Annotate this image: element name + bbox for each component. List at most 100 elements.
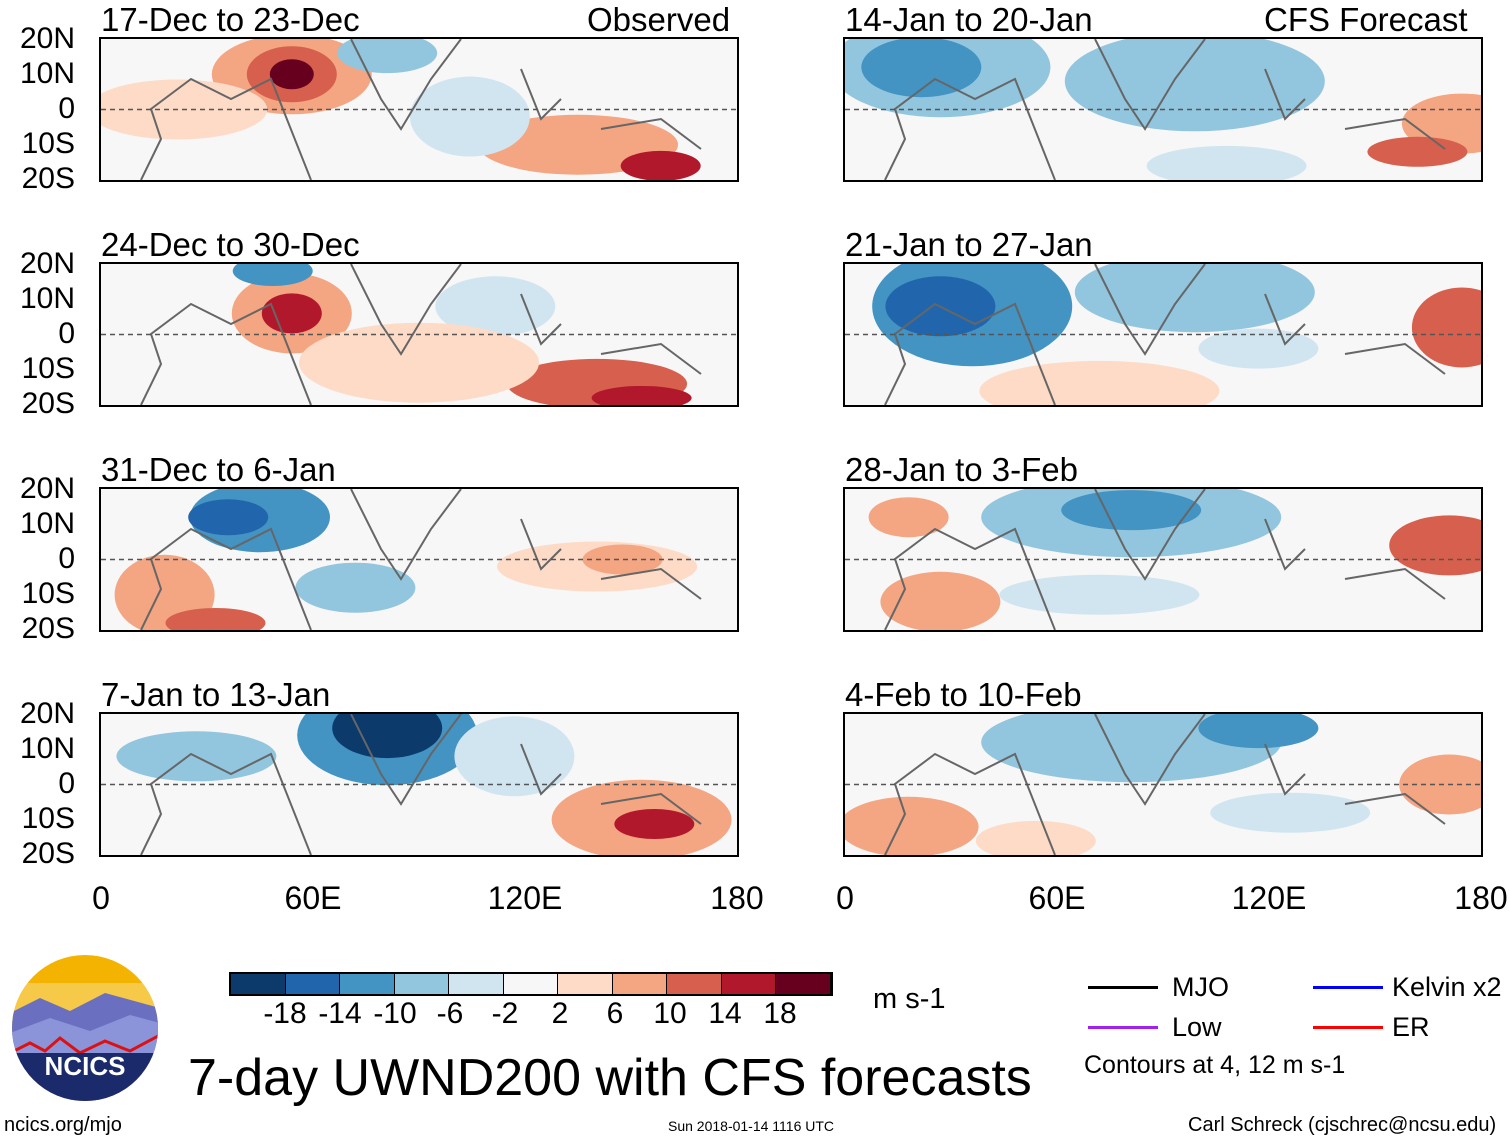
wind-anomaly-region [979, 360, 1220, 405]
latitude-label: 10N [19, 507, 75, 540]
longitude-label: 0 [92, 880, 110, 916]
latitude-label: 10S [21, 802, 75, 835]
wind-anomaly-region [261, 293, 322, 334]
panel-title: 24-Dec to 30-Dec [101, 226, 360, 263]
latitude-label: 20S [21, 837, 75, 870]
colorbar-swatch [776, 974, 831, 994]
forecast-label: CFS Forecast [1264, 1, 1468, 38]
wind-anomaly-region [999, 574, 1200, 615]
observed-map-panel [99, 487, 739, 632]
latitude-label: 10S [21, 127, 75, 160]
wind-anomaly-region [1064, 39, 1325, 132]
coastline [140, 752, 312, 855]
panel-title: 14-Jan to 20-Jan [845, 1, 1093, 38]
colorbar-units: m s-1 [873, 983, 946, 1015]
observed-label: Observed [587, 1, 731, 38]
colorbar-swatch [558, 974, 613, 994]
colorbar-label: 18 [763, 997, 797, 1030]
coastline [1094, 39, 1446, 150]
wind-anomaly-region [1198, 714, 1319, 749]
wind-anomaly-region [591, 385, 692, 405]
latitude-label: 20S [21, 387, 75, 420]
longitude-label: 60E [284, 880, 342, 916]
wind-anomaly-region [295, 562, 416, 613]
latitude-label: 20N [19, 247, 75, 280]
wind-anomaly-region [188, 499, 269, 536]
wind-anomaly-region [845, 796, 979, 855]
colorbar-label: 10 [653, 997, 687, 1030]
wind-anomaly-region [1074, 264, 1315, 333]
colorbar-swatch [612, 974, 667, 994]
wind-anomaly-region [435, 276, 556, 337]
wind-anomaly-region [620, 150, 701, 180]
coastline [1094, 489, 1446, 600]
coastline [884, 302, 1056, 405]
longitude-label: 60E [1028, 880, 1086, 916]
latitude-label: 20S [21, 612, 75, 645]
wind-anomaly-region [409, 76, 530, 157]
wind-anomaly-region [1367, 136, 1468, 167]
latitude-label: 20N [19, 697, 75, 730]
coastline [350, 39, 702, 150]
website: ncics.org/mjo [4, 1114, 122, 1136]
forecast-map-panel [843, 712, 1483, 857]
wind-anomaly-region [337, 39, 438, 74]
observed-map-panel [99, 262, 739, 407]
legend-mjo: MJO [1172, 972, 1229, 1002]
wind-anomaly-region [582, 544, 663, 575]
latitude-label: 10N [19, 57, 75, 90]
legend-kelvin-line [1313, 986, 1383, 989]
colorbar-swatch [721, 974, 776, 994]
figure-title: 7-day UWND200 with CFS forecasts [188, 1049, 1032, 1107]
wind-anomaly-region [454, 716, 575, 797]
forecast-map-panel [843, 487, 1483, 632]
longitude-label: 0 [836, 880, 854, 916]
coastline [884, 752, 1056, 855]
observed-map-panel [99, 37, 739, 182]
panel-title: 17-Dec to 23-Dec [101, 1, 360, 38]
colorbar-swatch [394, 974, 449, 994]
coastline [884, 77, 1056, 180]
longitude-label: 180 [1454, 880, 1508, 916]
latitude-label: 20N [19, 472, 75, 505]
panel-title: 7-Jan to 13-Jan [101, 676, 331, 713]
colorbar-label: -6 [436, 997, 464, 1030]
latitude-label: 10N [19, 732, 75, 765]
colorbar-swatch [285, 974, 340, 994]
latitude-label: 0 [58, 767, 75, 800]
wind-anomaly-region [1198, 328, 1319, 369]
colorbar-label: -10 [373, 997, 417, 1030]
longitude-label: 120E [1231, 880, 1307, 916]
wind-anomaly-region [861, 39, 982, 98]
coastline [884, 527, 1056, 630]
coastline [140, 527, 312, 630]
colorbar-label: -2 [491, 997, 519, 1030]
author: Carl Schreck (cjschrec@ncsu.edu) [1188, 1114, 1497, 1136]
legend-low-line [1088, 1026, 1158, 1029]
wind-anomaly-region [880, 571, 1001, 630]
colorbar-label: 14 [708, 997, 742, 1030]
latitude-label: 10N [19, 282, 75, 315]
timestamp: Sun 2018-01-14 1116 UTC [668, 1118, 835, 1134]
panel-title: 21-Jan to 27-Jan [845, 226, 1093, 263]
legend-kelvin: Kelvin x2 [1392, 972, 1502, 1002]
colorbar-label: 6 [606, 997, 624, 1030]
wind-anomaly-region [1061, 490, 1202, 531]
panel-title: 4-Feb to 10-Feb [845, 676, 1082, 713]
wind-anomaly-region [868, 497, 949, 538]
legend-mjo-line [1088, 986, 1158, 989]
longitude-label: 120E [487, 880, 563, 916]
wind-anomaly-region [269, 59, 314, 90]
coastline [1094, 714, 1446, 825]
wind-anomaly-region [1146, 145, 1307, 180]
coastline [1094, 264, 1446, 375]
wind-anomaly-region [232, 264, 313, 287]
legend-er-line [1313, 1026, 1383, 1029]
colorbar-label: -14 [318, 997, 362, 1030]
ncics-logo: NCICS [10, 953, 160, 1103]
coastline [140, 77, 312, 180]
panel-title: 31-Dec to 6-Jan [101, 451, 336, 488]
latitude-label: 10S [21, 577, 75, 610]
latitude-label: 0 [58, 317, 75, 350]
wind-anomaly-region [975, 820, 1096, 855]
